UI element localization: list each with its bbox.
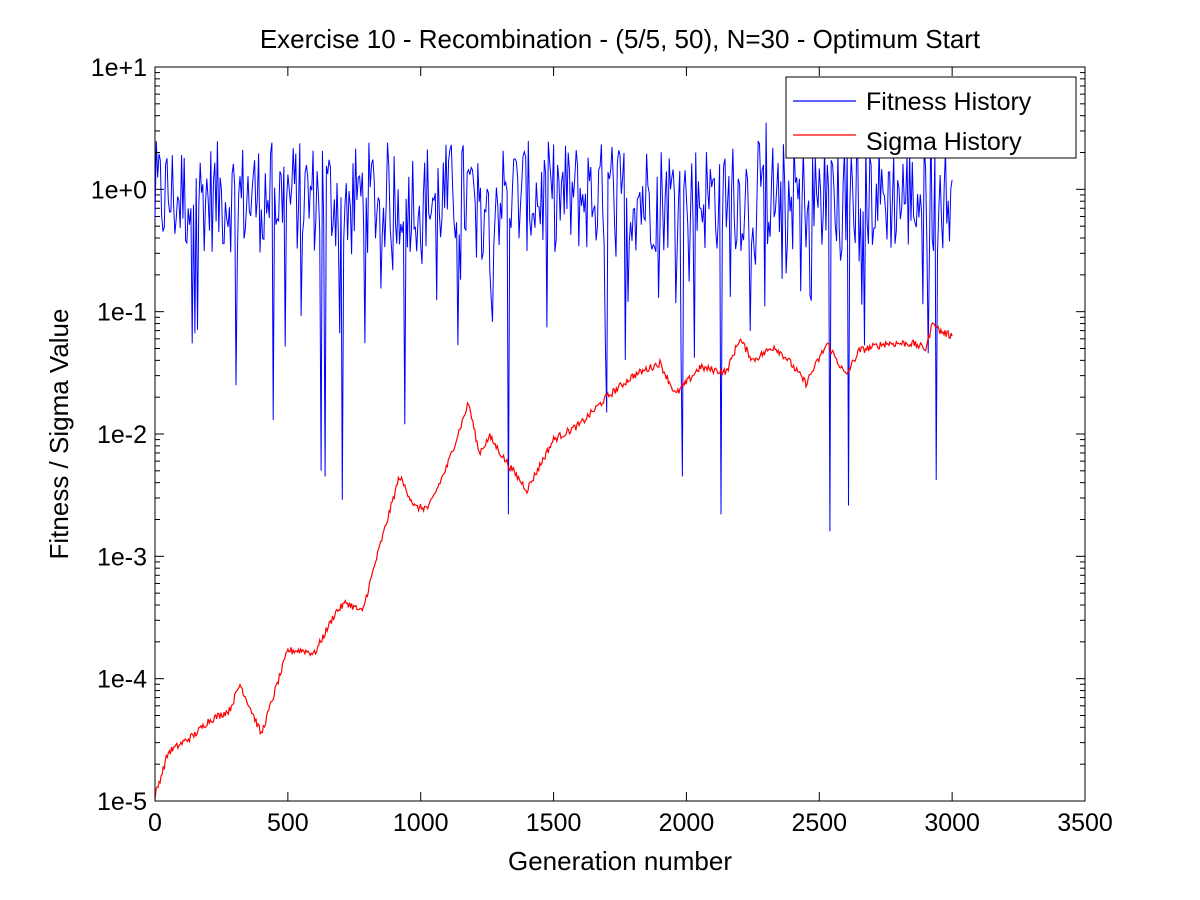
sigma-series: [154, 322, 953, 800]
x-tick-label: 2000: [659, 809, 715, 837]
y-tick-label: 1e-3: [97, 543, 147, 571]
y-tick-label: 1e-4: [97, 666, 147, 694]
legend-box: [785, 76, 1077, 159]
plot-area: [154, 66, 1086, 802]
y-tick-label: 1e-1: [97, 299, 147, 327]
x-tick-label: 3000: [924, 809, 980, 837]
fitness-series: [154, 122, 953, 532]
x-tick-label: 1500: [526, 809, 582, 837]
legend: Fitness History Sigma History: [785, 76, 1077, 159]
y-axis: 1e-5 1e-4 1e-3 1e-2 1e-1 1e+0 1e+1: [91, 54, 1085, 816]
y-tick-label: 1e+0: [91, 176, 147, 204]
y-axis-label: Fitness / Sigma Value: [44, 309, 74, 560]
y-tick-label: 1e+1: [91, 54, 147, 82]
y-tick-label: 1e-5: [97, 788, 147, 816]
y-tick-label: 1e-2: [97, 421, 147, 449]
x-tick-label: 2500: [791, 809, 847, 837]
legend-fitness-label: Fitness History: [866, 88, 1032, 116]
x-tick-label: 500: [267, 809, 309, 837]
x-tick-label: 1000: [393, 809, 449, 837]
x-axis-label: Generation number: [508, 846, 732, 876]
x-tick-label: 3500: [1057, 809, 1113, 837]
x-axis: 0 500 1000 1500 2000 2500 3000 3500: [148, 67, 1113, 837]
x-tick-label: 0: [148, 809, 162, 837]
sigma-history-line: [154, 322, 953, 800]
legend-sigma-label: Sigma History: [866, 128, 1022, 156]
fitness-history-line: [154, 122, 953, 532]
chart-title: Exercise 10 - Recombination - (5/5, 50),…: [260, 24, 981, 54]
